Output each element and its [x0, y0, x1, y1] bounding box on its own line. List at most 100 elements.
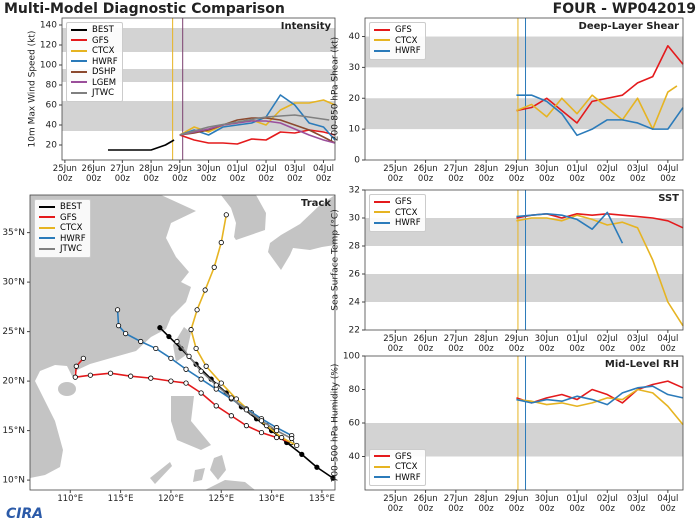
- x-tick-label: 01Jul 00z: [566, 164, 588, 184]
- track-point: [186, 353, 192, 359]
- x-tick-label: 02Jul 00z: [596, 494, 618, 514]
- legend-swatch: [374, 476, 390, 478]
- y-tick-label: 80: [46, 81, 58, 91]
- y-tick-label: 24: [349, 298, 361, 308]
- track-point: [294, 442, 300, 449]
- legend: GFS CTCX HWRF: [369, 22, 426, 60]
- x-tick-label: 03Jul 00z: [627, 164, 649, 184]
- panel-title: Track: [301, 198, 331, 209]
- series-line: [516, 85, 678, 130]
- legend-entry: JTWC: [39, 244, 86, 255]
- y-axis-label: 700-500 hPa Humidity (%): [331, 364, 341, 483]
- track-point: [87, 372, 93, 378]
- legend-entry: JTWC: [71, 88, 118, 99]
- x-tick-label: 25Jun 00z: [383, 164, 408, 184]
- x-tick-label: 29Jun 00z: [167, 164, 192, 184]
- x-tick-label: 26Jun 00z: [413, 164, 438, 184]
- x-tick-label: 01Jul 00z: [566, 334, 588, 354]
- x-tick-label: 115°E: [107, 494, 134, 504]
- x-tick-label: 04Jul 00z: [657, 334, 679, 354]
- band: [365, 98, 683, 130]
- y-tick-label: 20°N: [2, 377, 25, 387]
- x-tick-label: 04Jul 00z: [657, 494, 679, 514]
- x-tick-label: 02Jul 00z: [596, 164, 618, 184]
- y-tick-label: 20: [349, 94, 361, 104]
- track-point: [73, 363, 79, 369]
- track-point: [115, 323, 122, 329]
- legend-label: DSHP: [92, 67, 116, 77]
- track-point: [243, 407, 250, 413]
- legend-swatch: [71, 60, 87, 62]
- legend-entry: HWRF: [374, 218, 421, 229]
- y-tick-label: 40: [349, 452, 361, 462]
- x-tick-label: 30Jun 00z: [196, 164, 221, 184]
- track-point: [153, 345, 159, 352]
- track-point: [203, 363, 209, 369]
- track-point: [213, 403, 219, 409]
- x-tick-label: 30Jun 00z: [534, 334, 559, 354]
- y-tick-label: 30: [349, 63, 361, 73]
- track-point: [213, 382, 219, 388]
- legend-entry: CTCX: [39, 223, 86, 234]
- track-point: [72, 374, 78, 380]
- x-tick-label: 01Jul 00z: [566, 494, 588, 514]
- y-tick-label: 28: [349, 242, 361, 252]
- track-point: [299, 451, 305, 457]
- x-tick-label: 30Jun 00z: [534, 164, 559, 184]
- panel-title: Intensity: [281, 21, 332, 32]
- y-tick-label: 100: [40, 61, 57, 71]
- y-tick-label: 22: [349, 326, 360, 336]
- legend-swatch: [374, 455, 390, 457]
- legend-swatch: [39, 237, 55, 239]
- legend-entry: HWRF: [374, 46, 421, 57]
- track-point: [123, 330, 129, 337]
- land: [30, 195, 335, 490]
- series-line: [179, 114, 330, 136]
- x-tick-label: 30Jun 00z: [534, 494, 559, 514]
- logo: CIRA: [6, 506, 43, 522]
- x-tick-label: 02Jul 00z: [596, 334, 618, 354]
- y-tick-label: 120: [40, 41, 57, 51]
- legend-entry: GFS: [374, 197, 421, 208]
- x-tick-label: 29Jun 00z: [504, 334, 529, 354]
- x-tick-label: 26Jun 00z: [81, 164, 106, 184]
- series-line: [516, 214, 684, 327]
- legend-swatch: [71, 39, 87, 41]
- y-tick-label: 40: [46, 121, 58, 131]
- page-title: Multi-Model Diagnostic Comparison: [4, 1, 285, 17]
- legend-swatch: [71, 91, 87, 94]
- legend-entry: HWRF: [374, 473, 421, 484]
- x-tick-label: 135°E: [308, 494, 335, 504]
- legend-swatch: [374, 465, 390, 468]
- track-point: [107, 370, 114, 376]
- legend-swatch: [39, 216, 55, 218]
- x-tick-label: 120°E: [157, 494, 184, 504]
- x-tick-label: 26Jun 00z: [413, 334, 438, 354]
- legend-entry: BEST: [71, 25, 118, 36]
- legend-label: JTWC: [60, 244, 83, 254]
- x-tick-label: 28Jun 00z: [474, 164, 499, 184]
- x-tick-label: 29Jun 00z: [504, 164, 529, 184]
- legend-label: GFS: [395, 451, 412, 462]
- y-tick-label: 140: [40, 21, 57, 31]
- y-tick-label: 20: [46, 141, 58, 151]
- x-tick-label: 28Jun 00z: [474, 334, 499, 354]
- track-point: [198, 390, 204, 396]
- band: [62, 101, 335, 131]
- legend-swatch: [374, 211, 390, 213]
- track-point: [148, 375, 154, 381]
- track-point: [168, 355, 174, 361]
- legend-swatch: [39, 226, 55, 229]
- legend-swatch: [374, 221, 390, 224]
- track-point: [243, 423, 250, 429]
- track-point: [128, 373, 134, 379]
- legend-swatch: [71, 49, 87, 52]
- y-axis-label: Sea Surface Temp (°C): [331, 209, 341, 310]
- x-tick-label: 03Jul 00z: [627, 494, 649, 514]
- legend-label: BEST: [92, 25, 114, 35]
- x-tick-label: 01Jul 00z: [226, 164, 248, 184]
- series-line: [176, 341, 293, 440]
- y-tick-label: 15°N: [2, 426, 25, 436]
- x-tick-label: 130°E: [258, 494, 285, 504]
- legend-entry: DSHP: [71, 67, 118, 78]
